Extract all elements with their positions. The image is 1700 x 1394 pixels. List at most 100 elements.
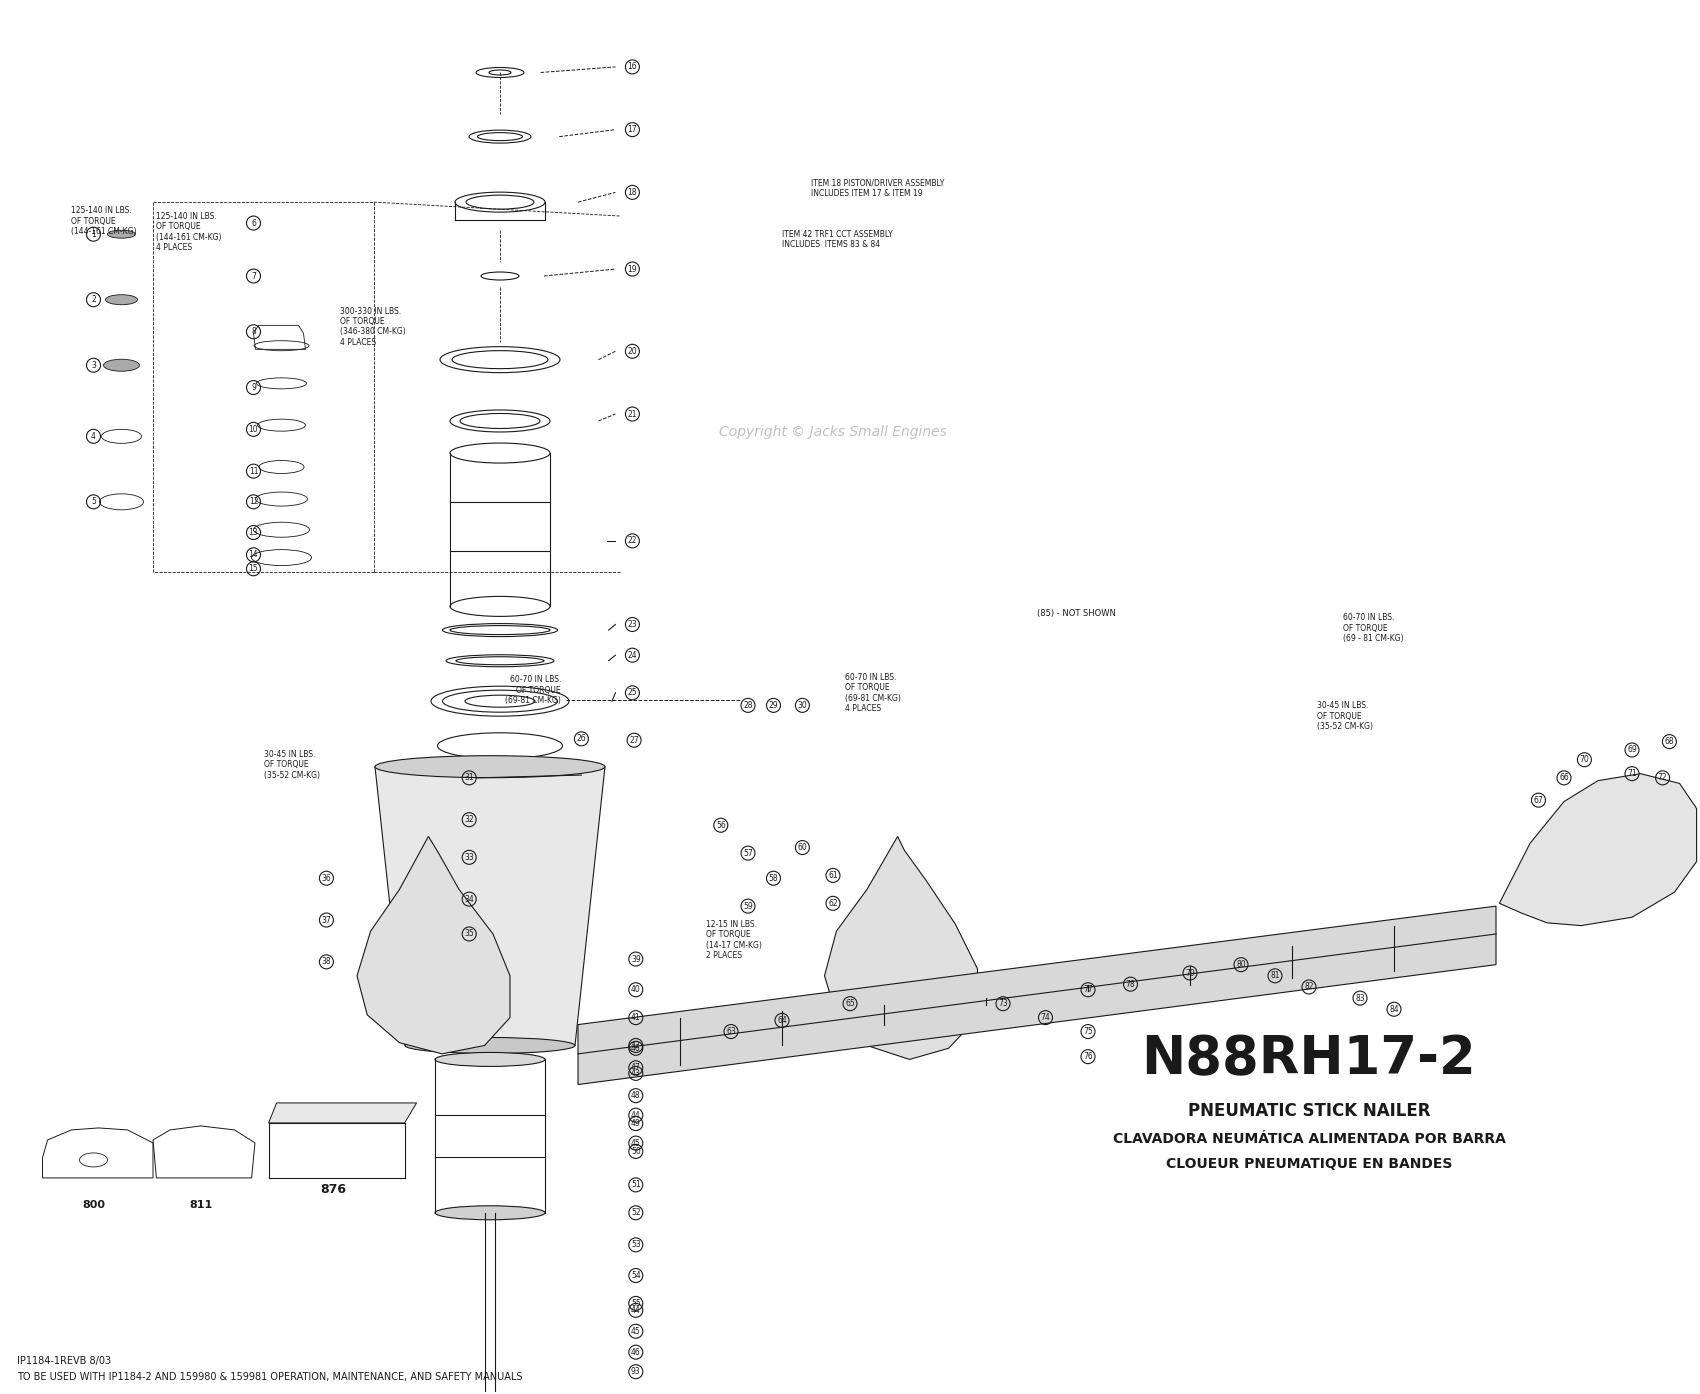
Text: 45: 45	[631, 1139, 641, 1147]
Text: 30-45 IN LBS.
OF TORQUE
(35-52 CM-KG): 30-45 IN LBS. OF TORQUE (35-52 CM-KG)	[264, 750, 320, 779]
Text: 58: 58	[768, 874, 779, 882]
Text: N88RH17-2: N88RH17-2	[1142, 1033, 1476, 1086]
Text: 37: 37	[321, 916, 332, 924]
Text: 44: 44	[631, 1111, 641, 1119]
Text: 17: 17	[627, 125, 638, 134]
Text: 67: 67	[1533, 796, 1544, 804]
Polygon shape	[357, 836, 510, 1054]
Text: 46: 46	[631, 1348, 641, 1356]
Text: Copyright © Jacks Small Engines: Copyright © Jacks Small Engines	[719, 425, 947, 439]
Ellipse shape	[405, 1037, 575, 1054]
Text: 28: 28	[743, 701, 753, 710]
Text: CLAVADORA NEUMÁTICA ALIMENTADA POR BARRA: CLAVADORA NEUMÁTICA ALIMENTADA POR BARRA	[1112, 1132, 1506, 1146]
Text: 60: 60	[797, 843, 808, 852]
Text: 1: 1	[92, 230, 95, 238]
Text: 10: 10	[248, 425, 258, 434]
Text: PNEUMATIC STICK NAILER: PNEUMATIC STICK NAILER	[1188, 1103, 1430, 1121]
Text: 62: 62	[828, 899, 838, 907]
Text: 64: 64	[777, 1016, 787, 1025]
Text: 15: 15	[248, 565, 258, 573]
Text: 44: 44	[631, 1306, 641, 1315]
Text: 53: 53	[631, 1241, 641, 1249]
Ellipse shape	[435, 1206, 546, 1220]
Text: 70: 70	[1579, 756, 1590, 764]
Text: 40: 40	[631, 986, 641, 994]
Text: 81: 81	[1270, 972, 1280, 980]
Text: 35: 35	[464, 930, 474, 938]
Text: 71: 71	[1627, 769, 1637, 778]
Text: 66: 66	[1559, 774, 1569, 782]
Text: 20: 20	[627, 347, 638, 355]
Text: 74: 74	[1040, 1013, 1051, 1022]
Text: 47: 47	[631, 1064, 641, 1072]
Text: 6: 6	[252, 219, 257, 227]
Text: 82: 82	[1304, 983, 1314, 991]
Text: 41: 41	[631, 1013, 641, 1022]
Text: 84: 84	[1389, 1005, 1399, 1013]
Ellipse shape	[104, 360, 139, 371]
Text: 32: 32	[464, 815, 474, 824]
Text: 69: 69	[1627, 746, 1637, 754]
Text: 8: 8	[252, 328, 257, 336]
Text: 22: 22	[627, 537, 638, 545]
Text: 68: 68	[1664, 737, 1674, 746]
Text: ITEM 18 PISTON/DRIVER ASSEMBLY
INCLUDES ITEM 17 & ITEM 19: ITEM 18 PISTON/DRIVER ASSEMBLY INCLUDES …	[811, 178, 944, 198]
Text: 18: 18	[627, 188, 638, 197]
Polygon shape	[578, 906, 1496, 1085]
Text: 24: 24	[627, 651, 638, 659]
Text: 34: 34	[464, 895, 474, 903]
Polygon shape	[376, 767, 605, 1046]
Text: 5: 5	[92, 498, 95, 506]
Text: 21: 21	[627, 410, 638, 418]
Text: 60-70 IN LBS.
OF TORQUE
(69-81 CM-KG): 60-70 IN LBS. OF TORQUE (69-81 CM-KG)	[505, 675, 561, 705]
Text: 60-70 IN LBS.
OF TORQUE
(69 - 81 CM-KG): 60-70 IN LBS. OF TORQUE (69 - 81 CM-KG)	[1343, 613, 1404, 643]
Text: 52: 52	[631, 1209, 641, 1217]
Text: 78: 78	[1125, 980, 1136, 988]
Text: 79: 79	[1185, 969, 1195, 977]
Text: TO BE USED WITH IP1184-2 AND 159980 & 159981 OPERATION, MAINTENANCE, AND SAFETY : TO BE USED WITH IP1184-2 AND 159980 & 15…	[17, 1372, 522, 1381]
Text: 57: 57	[743, 849, 753, 857]
Text: 25: 25	[627, 689, 638, 697]
Text: 43: 43	[631, 1069, 641, 1078]
Text: 29: 29	[768, 701, 779, 710]
Text: 77: 77	[1083, 986, 1093, 994]
Text: 30-45 IN LBS.
OF TORQUE
(35-52 CM-KG): 30-45 IN LBS. OF TORQUE (35-52 CM-KG)	[1318, 701, 1374, 730]
Text: 125-140 IN LBS.
OF TORQUE
(144-161 CM-KG)
4 PLACES: 125-140 IN LBS. OF TORQUE (144-161 CM-KG…	[156, 212, 223, 252]
Text: 45: 45	[631, 1327, 641, 1335]
Text: 38: 38	[321, 958, 332, 966]
Ellipse shape	[435, 1052, 546, 1066]
Text: 73: 73	[998, 999, 1008, 1008]
Text: 3: 3	[92, 361, 95, 369]
Text: 50: 50	[631, 1147, 641, 1156]
Text: 93: 93	[631, 1368, 641, 1376]
Text: 876: 876	[320, 1184, 347, 1196]
Text: 800: 800	[82, 1200, 105, 1210]
Text: IP1184-1REVB 8/03: IP1184-1REVB 8/03	[17, 1356, 110, 1366]
Text: 51: 51	[631, 1181, 641, 1189]
Text: CLOUEUR PNEUMATIQUE EN BANDES: CLOUEUR PNEUMATIQUE EN BANDES	[1166, 1157, 1452, 1171]
Text: 83: 83	[1355, 994, 1365, 1002]
Text: 72: 72	[1658, 774, 1668, 782]
Text: 36: 36	[321, 874, 332, 882]
Text: 23: 23	[627, 620, 638, 629]
Text: 42: 42	[631, 1041, 641, 1050]
Text: 30: 30	[797, 701, 808, 710]
Text: 13: 13	[248, 528, 258, 537]
Text: 80: 80	[1236, 960, 1246, 969]
Text: 12-15 IN LBS.
OF TORQUE
(14-17 CM-KG)
2 PLACES: 12-15 IN LBS. OF TORQUE (14-17 CM-KG) 2 …	[706, 920, 762, 960]
Text: 9: 9	[252, 383, 257, 392]
Text: (85) - NOT SHOWN: (85) - NOT SHOWN	[1037, 609, 1115, 618]
Text: 49: 49	[631, 1119, 641, 1128]
Text: 56: 56	[716, 821, 726, 829]
Text: 61: 61	[828, 871, 838, 880]
Text: 33: 33	[464, 853, 474, 861]
Ellipse shape	[105, 294, 138, 305]
Text: 39: 39	[631, 955, 641, 963]
Text: 27: 27	[629, 736, 639, 744]
Text: 63: 63	[726, 1027, 736, 1036]
Text: 26: 26	[576, 735, 586, 743]
Text: 46: 46	[631, 1044, 641, 1052]
Text: 811: 811	[189, 1200, 212, 1210]
Text: 125-140 IN LBS.
OF TORQUE
(144-161 CM-KG): 125-140 IN LBS. OF TORQUE (144-161 CM-KG…	[71, 206, 138, 236]
Text: 19: 19	[627, 265, 638, 273]
